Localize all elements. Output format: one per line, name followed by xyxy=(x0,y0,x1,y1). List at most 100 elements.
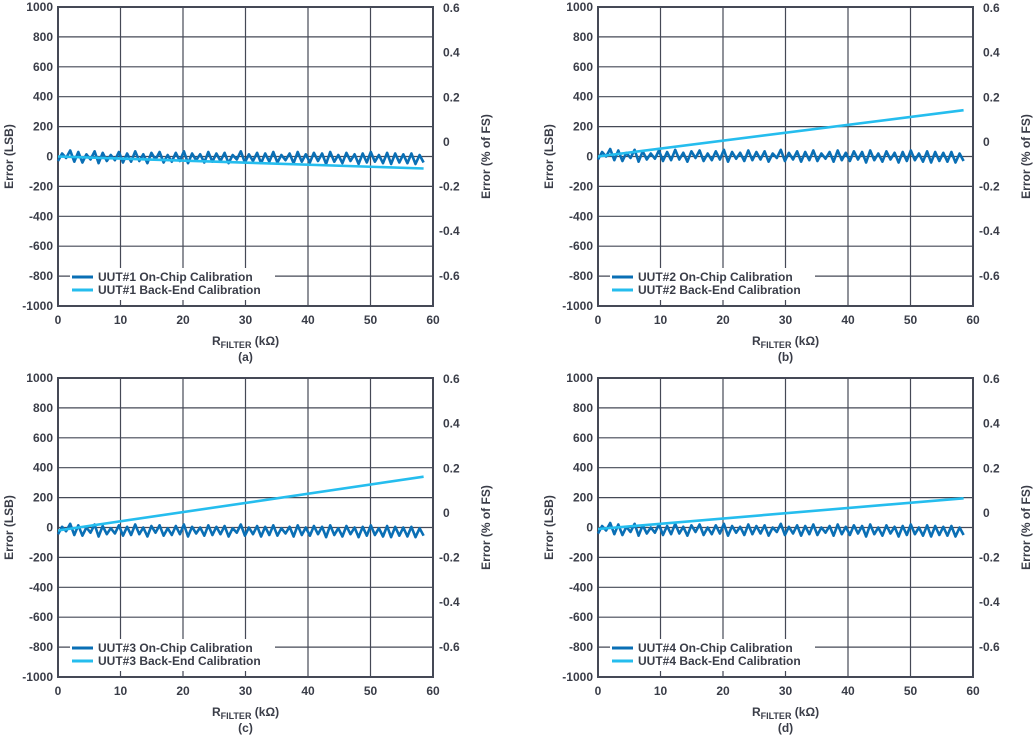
y-tick-label: -400 xyxy=(29,209,53,223)
y2-axis-label: Error (% of FS) xyxy=(1019,114,1033,199)
y2-tick-label: -0.2 xyxy=(979,180,1000,194)
x-axis-label-sub: FILTER xyxy=(221,711,252,721)
x-tick-label: 50 xyxy=(364,684,378,698)
y2-tick-label: -0.4 xyxy=(979,224,1000,238)
x-tick-label: 30 xyxy=(779,313,793,327)
y-tick-label: -400 xyxy=(569,209,593,223)
x-axis-label-sub: FILTER xyxy=(761,711,792,721)
y-axis-label: Error (LSB) xyxy=(2,124,16,189)
y2-axis-label: Error (% of FS) xyxy=(479,114,493,199)
x-tick-label: 30 xyxy=(239,313,253,327)
y2-tick-label: -0.4 xyxy=(439,595,460,609)
back-end-calibration-line xyxy=(57,475,424,532)
x-tick-label: 10 xyxy=(114,684,128,698)
x-tick-label: 0 xyxy=(595,684,602,698)
x-axis-label: RFILTER (kΩ) xyxy=(752,705,819,721)
y2-tick-label: 0.2 xyxy=(983,461,1000,475)
on-chip-calibration-line xyxy=(56,149,425,166)
y-tick-label: 0 xyxy=(586,150,593,164)
y-tick-label: -200 xyxy=(569,550,593,564)
y2-axis-label: Error (% of FS) xyxy=(479,485,493,570)
x-axis-label-unit: (kΩ) xyxy=(791,334,819,348)
y-axis-label: Error (LSB) xyxy=(542,495,556,560)
x-axis-label-main: R xyxy=(212,705,221,719)
back-end-calibration-line xyxy=(597,497,964,531)
y2-tick-label: 0 xyxy=(443,135,450,149)
y2-tick-label: 0.4 xyxy=(443,46,460,60)
y2-tick-label: 0.4 xyxy=(443,417,460,431)
y-tick-label: 200 xyxy=(573,120,593,134)
y-tick-label: -800 xyxy=(29,269,53,283)
legend-label: UUT#2 On-Chip Calibration xyxy=(638,270,793,284)
y-tick-label: -600 xyxy=(569,239,593,253)
y-tick-label: 200 xyxy=(33,120,53,134)
y-axis-label: Error (LSB) xyxy=(2,495,16,560)
y-tick-label: -1000 xyxy=(562,299,593,313)
x-tick-label: 30 xyxy=(779,684,793,698)
legend-background xyxy=(610,268,815,300)
y2-tick-label: -0.4 xyxy=(439,224,460,238)
y-tick-label: 400 xyxy=(573,461,593,475)
x-tick-label: 0 xyxy=(55,684,62,698)
legend-background xyxy=(610,639,815,671)
x-tick-label: 20 xyxy=(716,313,730,327)
y-tick-label: 800 xyxy=(33,30,53,44)
chart-panel-a: 0 10 20 30 40 50 60 1000 800 600 400 200 0 -200 -400 -6… xyxy=(2,0,493,364)
legend-label: UUT#3 Back-End Calibration xyxy=(98,654,261,668)
x-tick-label: 10 xyxy=(114,313,128,327)
y-tick-label: 0 xyxy=(46,521,53,535)
y-tick-label: -800 xyxy=(569,640,593,654)
y-tick-label: 800 xyxy=(33,401,53,415)
legend-label: UUT#3 On-Chip Calibration xyxy=(98,641,253,655)
y2-tick-label: -0.2 xyxy=(439,180,460,194)
x-tick-label: 40 xyxy=(841,313,855,327)
y-tick-label: -1000 xyxy=(22,670,53,684)
y-tick-label: 0 xyxy=(46,150,53,164)
y-tick-label: 1000 xyxy=(566,371,593,385)
on-chip-calibration-line xyxy=(596,147,965,164)
y2-tick-label: -0.4 xyxy=(979,595,1000,609)
y2-tick-label: 0 xyxy=(983,135,990,149)
chart-panel-c: 0 10 20 30 40 50 60 1000 800 600 400 200 0 -200 -400 -6… xyxy=(2,371,493,735)
x-axis-label: RFILTER (kΩ) xyxy=(212,705,279,721)
chart-panel-b: 0 10 20 30 40 50 60 1000 800 600 400 200 0 -200 -400 -6… xyxy=(542,0,1033,364)
y2-tick-label: 0.6 xyxy=(983,372,1000,386)
back-end-calibration-line xyxy=(597,108,964,158)
x-tick-label: 60 xyxy=(426,684,440,698)
legend-label: UUT#1 Back-End Calibration xyxy=(98,283,261,297)
x-axis-label-unit: (kΩ) xyxy=(791,705,819,719)
legend-label: UUT#2 Back-End Calibration xyxy=(638,283,801,297)
y-tick-label: -800 xyxy=(569,269,593,283)
y-tick-label: -1000 xyxy=(22,299,53,313)
y2-tick-label: 0 xyxy=(983,506,990,520)
x-tick-label: 20 xyxy=(176,684,190,698)
x-tick-label: 50 xyxy=(904,313,918,327)
y-tick-label: -1000 xyxy=(562,670,593,684)
y2-axis-label: Error (% of FS) xyxy=(1019,485,1033,570)
x-tick-label: 20 xyxy=(176,313,190,327)
x-tick-label: 0 xyxy=(55,313,62,327)
back-end-calibration-line xyxy=(57,155,424,170)
y2-tick-label: 0.4 xyxy=(983,417,1000,431)
y-tick-label: -600 xyxy=(569,610,593,624)
x-axis-label-unit: (kΩ) xyxy=(251,705,279,719)
y-tick-label: 600 xyxy=(573,60,593,74)
y-tick-label: 1000 xyxy=(26,0,53,14)
y-tick-label: 0 xyxy=(586,521,593,535)
y-tick-label: 400 xyxy=(33,461,53,475)
x-tick-label: 0 xyxy=(595,313,602,327)
y-tick-label: 600 xyxy=(33,431,53,445)
plot-frame xyxy=(597,377,974,678)
y-tick-label: -400 xyxy=(569,580,593,594)
on-chip-calibration-line xyxy=(56,522,425,539)
y-tick-label: 1000 xyxy=(26,371,53,385)
y2-tick-label: -0.6 xyxy=(979,640,1000,654)
panel-caption: (b) xyxy=(778,350,793,364)
x-tick-label: 30 xyxy=(239,684,253,698)
x-tick-label: 50 xyxy=(364,313,378,327)
y2-tick-label: -0.6 xyxy=(439,269,460,283)
x-axis-label: RFILTER (kΩ) xyxy=(212,334,279,350)
x-tick-label: 60 xyxy=(426,313,440,327)
